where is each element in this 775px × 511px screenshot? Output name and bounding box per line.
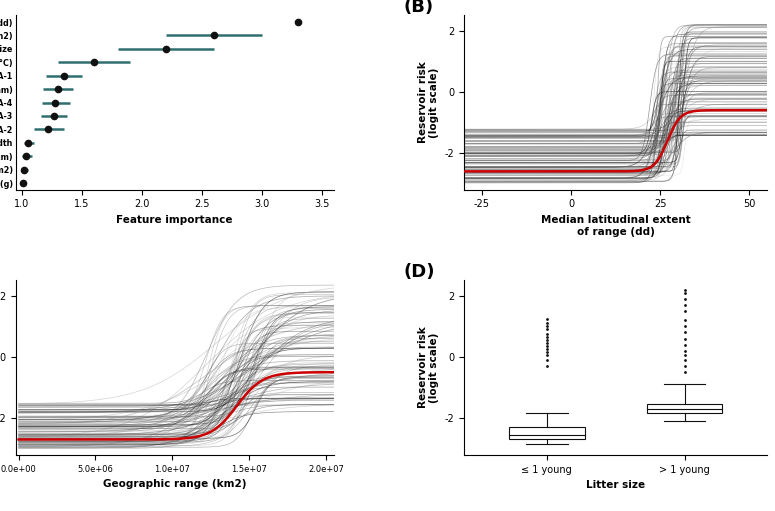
Y-axis label: Reservoir risk
(logit scale): Reservoir risk (logit scale) <box>418 327 439 408</box>
X-axis label: Litter size: Litter size <box>586 480 646 490</box>
X-axis label: Feature importance: Feature importance <box>116 215 232 225</box>
X-axis label: Median latitudinal extent
of range (dd): Median latitudinal extent of range (dd) <box>541 215 691 237</box>
Text: (D): (D) <box>404 263 435 281</box>
Bar <box>509 427 584 439</box>
Bar <box>646 404 722 413</box>
X-axis label: Geographic range (km2): Geographic range (km2) <box>103 479 246 489</box>
Y-axis label: Reservoir risk
(logit scale): Reservoir risk (logit scale) <box>418 62 439 144</box>
Text: (B): (B) <box>404 0 434 16</box>
